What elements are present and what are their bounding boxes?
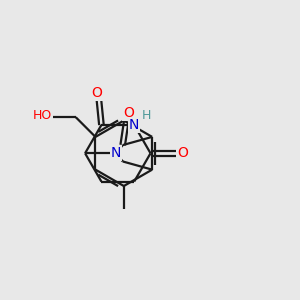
Text: HO: HO bbox=[33, 109, 52, 122]
Text: N: N bbox=[111, 146, 121, 160]
Text: O: O bbox=[123, 106, 134, 120]
Text: O: O bbox=[177, 146, 188, 160]
Text: H: H bbox=[142, 109, 151, 122]
Text: N: N bbox=[129, 118, 139, 132]
Text: O: O bbox=[92, 86, 103, 100]
